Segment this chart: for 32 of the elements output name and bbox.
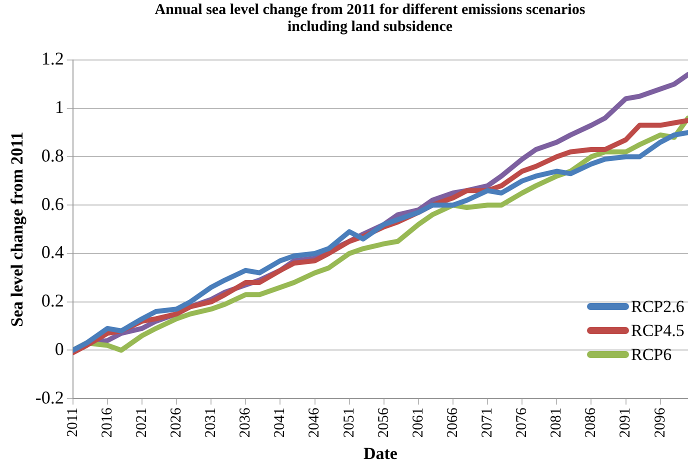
x-tick-label: 2021 xyxy=(134,408,150,438)
x-tick-label: 2036 xyxy=(238,407,254,438)
legend-label: RCP6 xyxy=(631,344,672,365)
x-tick-label: 2076 xyxy=(514,407,530,438)
y-tick-label: 0 xyxy=(54,338,64,359)
x-tick-label: 2056 xyxy=(376,407,392,438)
x-tick-label: 2041 xyxy=(272,408,288,438)
y-tick-label: -0.2 xyxy=(35,387,64,408)
y-axis-title: Sea level change from 2011 xyxy=(8,132,27,327)
y-tick-label: 0.2 xyxy=(41,290,64,311)
x-tick-label: 2011 xyxy=(64,408,81,438)
x-tick-label: 2046 xyxy=(306,407,323,438)
x-tick-label: 2026 xyxy=(168,407,184,438)
legend-label: RCP2.6 xyxy=(631,296,684,317)
x-axis-title: Date xyxy=(363,444,398,464)
y-tick-label: 1.2 xyxy=(41,48,64,69)
x-tick-label: 2091 xyxy=(618,408,634,438)
x-tick-label: 2081 xyxy=(548,408,565,438)
x-tick-label: 2071 xyxy=(480,408,496,438)
x-tick-label: 2066 xyxy=(444,407,461,438)
legend-label: RCP4.5 xyxy=(631,320,684,341)
x-tick-label: 2051 xyxy=(341,408,358,438)
x-tick-label: 2031 xyxy=(203,408,220,438)
chart-title: Annual sea level change from 2011 for different emissions scenarios including land subsidence xyxy=(154,2,586,36)
x-tick-label: 2061 xyxy=(410,408,426,438)
x-tick-label: 2016 xyxy=(99,407,116,438)
y-tick-label: 0.8 xyxy=(41,145,64,166)
x-tick-label: 2096 xyxy=(652,407,668,438)
y-tick-label: 1 xyxy=(54,97,64,118)
x-tick-label: 2086 xyxy=(583,407,600,438)
y-tick-label: 0.4 xyxy=(41,242,64,262)
y-tick-label: 0.6 xyxy=(41,194,64,214)
